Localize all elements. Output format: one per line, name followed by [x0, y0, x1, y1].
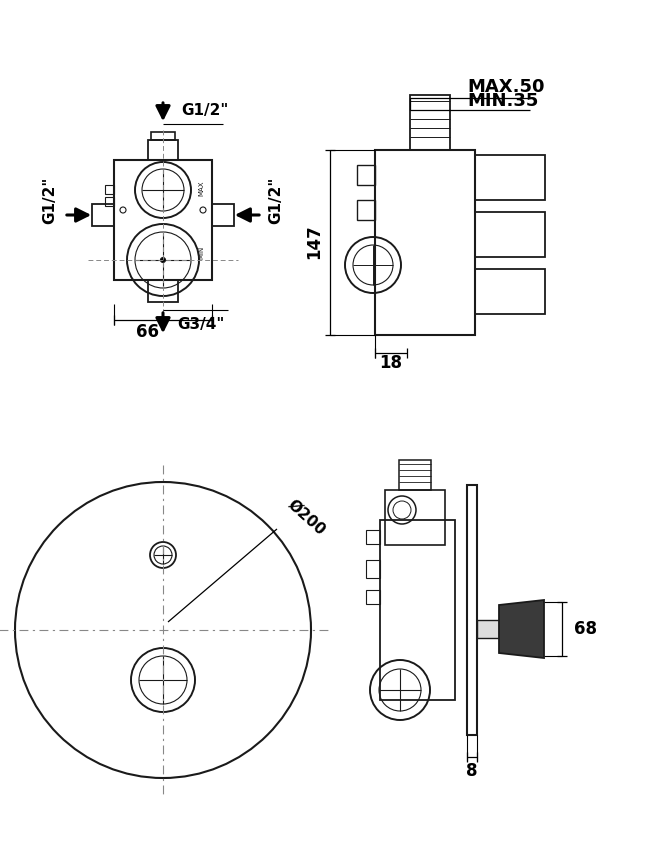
Text: 68: 68	[574, 620, 597, 638]
Bar	[114, 160, 212, 280]
Bar	[148, 280, 178, 302]
Bar	[475, 155, 545, 200]
Text: MAX.50: MAX.50	[467, 78, 545, 96]
Text: 147: 147	[305, 225, 323, 259]
Text: G1/2": G1/2"	[43, 176, 57, 224]
Text: MIN: MIN	[198, 245, 204, 258]
Text: G1/2": G1/2"	[181, 103, 228, 117]
Text: MIN.35: MIN.35	[467, 92, 538, 110]
Bar	[366, 590, 380, 604]
Bar	[366, 560, 380, 578]
Bar	[212, 204, 234, 226]
Bar	[380, 520, 455, 700]
Bar	[385, 490, 445, 545]
Text: MAX: MAX	[198, 180, 204, 196]
Bar	[357, 200, 375, 220]
Text: 8: 8	[467, 762, 478, 780]
Circle shape	[161, 257, 166, 262]
Bar	[475, 212, 545, 257]
Text: G1/2": G1/2"	[268, 176, 284, 224]
Bar	[366, 530, 380, 544]
Bar	[410, 95, 450, 150]
Text: Ø200: Ø200	[285, 497, 328, 538]
Text: 18: 18	[379, 354, 402, 372]
Bar	[375, 150, 475, 335]
Bar	[92, 204, 114, 226]
Bar	[467, 485, 477, 735]
Bar	[477, 620, 499, 638]
Bar	[105, 185, 114, 194]
Polygon shape	[499, 600, 544, 658]
Bar	[148, 140, 178, 160]
Bar	[105, 197, 114, 206]
Bar	[399, 460, 431, 490]
Text: G3/4": G3/4"	[177, 316, 224, 332]
Bar	[357, 165, 375, 185]
Bar	[151, 132, 175, 140]
Text: 66: 66	[136, 323, 159, 341]
Bar	[475, 269, 545, 314]
